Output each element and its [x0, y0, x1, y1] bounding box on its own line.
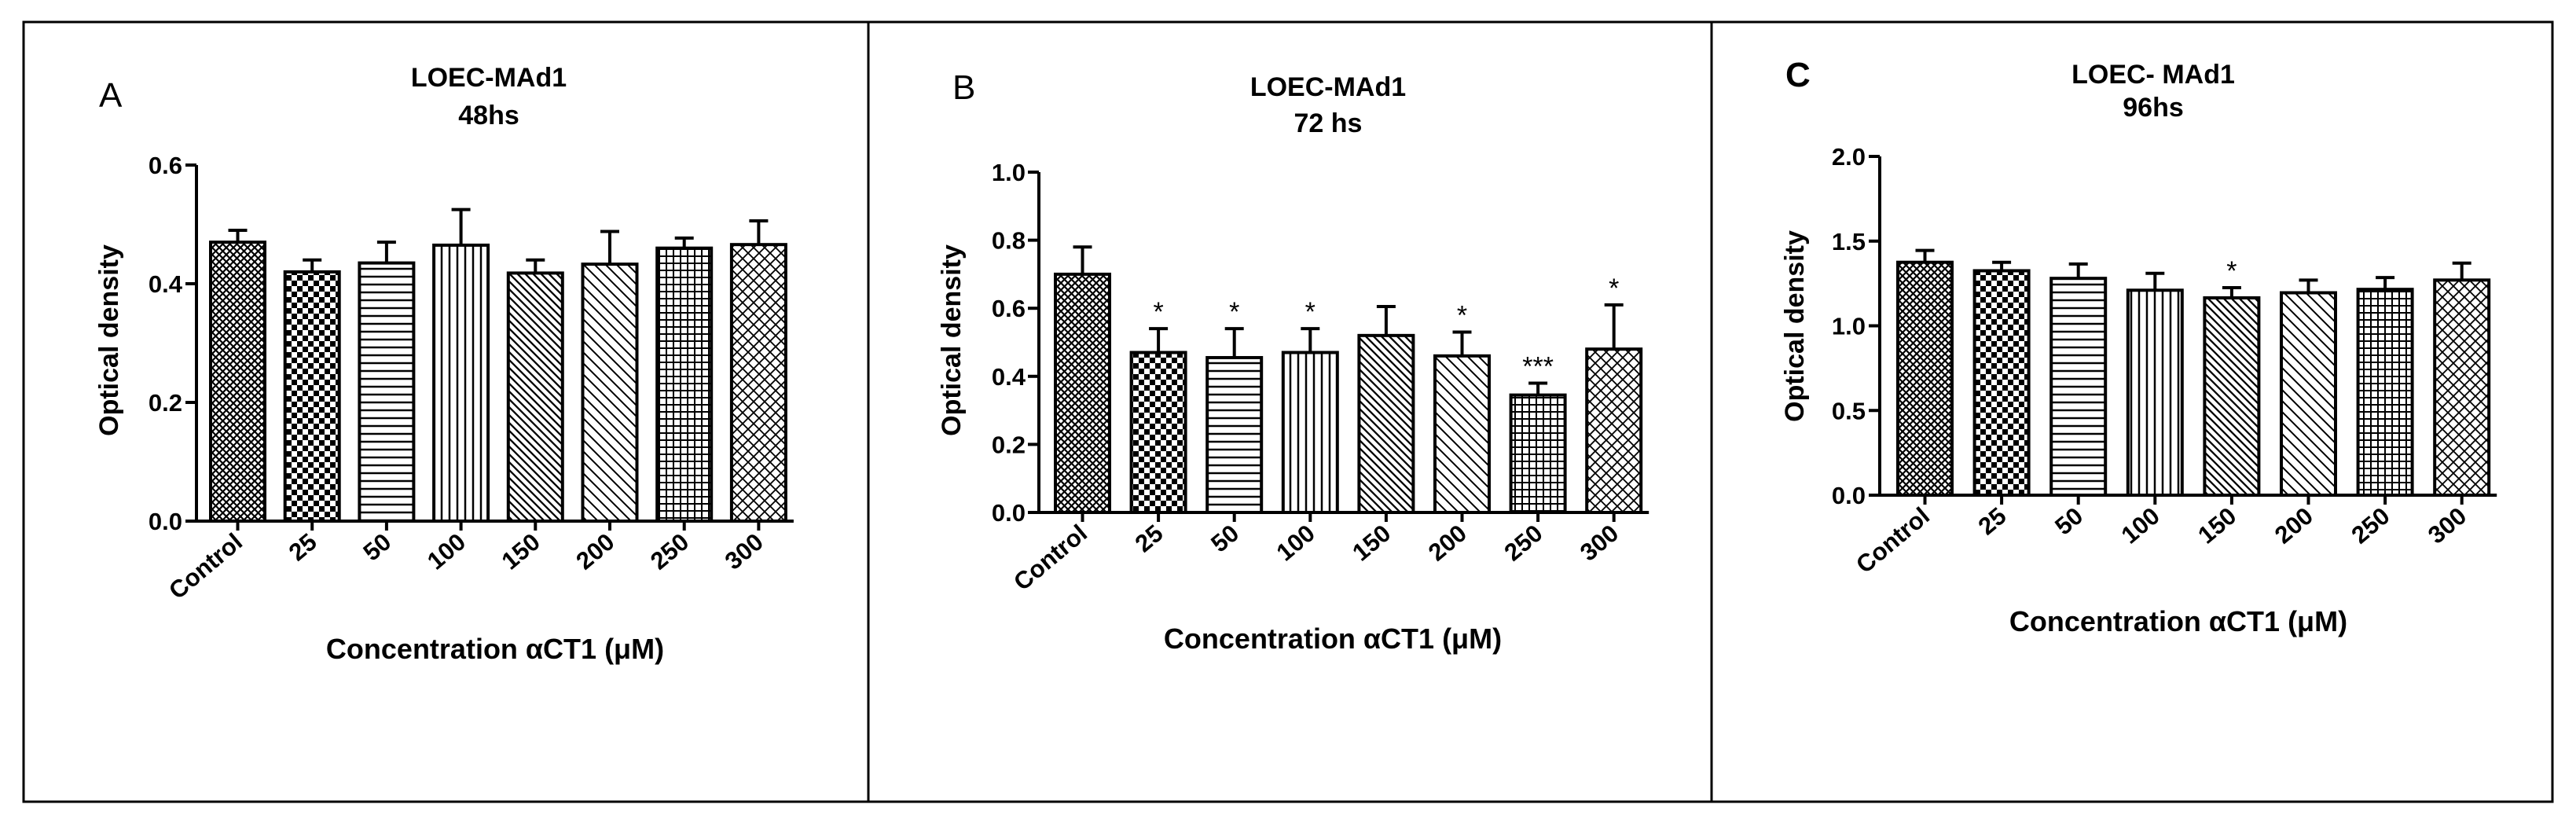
- panel-a-bar-5: [581, 263, 639, 523]
- panel-b-bar-0: [1054, 272, 1111, 514]
- panel-a-subtitle: 48hs: [458, 101, 519, 130]
- panel-c-bar-7: [2433, 278, 2491, 497]
- panel-b: B LOEC-MAd1 72 hs Optical density Concen…: [867, 20, 1713, 803]
- panel-b-bar-6: [1509, 393, 1567, 514]
- panel-c-x-tick-label-3: 100: [2116, 502, 2165, 549]
- panel-a-y-tick-label-2: 0.4: [149, 270, 183, 298]
- panel-b-x-tick-label-5: 200: [1423, 520, 1472, 567]
- panel-c-bar-5: [2280, 291, 2337, 497]
- panel-b-y-tick-label-5: 1.0: [992, 159, 1026, 186]
- panel-a-label: A: [99, 76, 123, 115]
- panel-b-title: LOEC-MAd1: [1250, 72, 1406, 102]
- panel-c-bar-2: [2049, 277, 2108, 497]
- panel-c-bar-1: [1972, 269, 2031, 497]
- panel-b-x-axis-label: Concentration αCT1 (μM): [1164, 622, 1502, 655]
- panel-a-title: LOEC-MAd1: [411, 63, 567, 93]
- panel-b-x-tick-label-2: 50: [1205, 520, 1244, 558]
- panel-a-x-axis-label: Concentration αCT1 (μM): [326, 633, 664, 665]
- panel-b-bar-3: [1281, 351, 1339, 514]
- panel-a-bar-3: [432, 243, 490, 523]
- panel-a-x-tick-label-4: 150: [497, 528, 545, 575]
- panel-b-y-axis-label: Optical density: [937, 244, 967, 436]
- panel-b-x-tick-label-4: 150: [1347, 520, 1396, 567]
- panel-a-bar-2: [358, 261, 416, 523]
- panel-a-y-tick-label-3: 0.6: [149, 152, 182, 179]
- panel-b-bar-2: [1205, 355, 1264, 514]
- panel-a-x-tick-label-5: 200: [571, 528, 619, 575]
- panel-a-x-tick-label-0: Control: [163, 528, 248, 605]
- panel-c-y-tick-label-2: 1.0: [1832, 313, 1866, 340]
- panel-b-significance-5: *: [1457, 301, 1467, 331]
- panel-b-x-tick-label-1: 25: [1130, 520, 1169, 558]
- panel-b-y-tick-label-1: 0.2: [992, 431, 1026, 458]
- panel-b-significance-6: ***: [1522, 351, 1554, 381]
- panel-c-bar-3: [2126, 288, 2184, 497]
- panel-a-plot: 0.0 0.2 0.4 0.6 Control 25 50 100 150 200 250 300: [149, 152, 794, 604]
- panel-a-bar-1: [283, 270, 341, 523]
- panel-b-y-tick-label-2: 0.4: [992, 363, 1026, 391]
- panel-c-y-tick-label-0: 0.0: [1832, 482, 1866, 509]
- panel-c-x-tick-label-0: Control: [1851, 502, 1935, 579]
- panel-b-bar-4: [1357, 333, 1415, 514]
- panel-b-x-tick-label-7: 300: [1575, 520, 1624, 567]
- panel-a-x-tick-label-3: 100: [422, 528, 471, 575]
- panel-a-bar-4: [506, 271, 564, 523]
- panel-a-y-axis-label: Optical density: [94, 244, 124, 436]
- panel-b-significance-2: *: [1229, 297, 1239, 327]
- panel-a-bar-0: [209, 241, 266, 523]
- panel-c-y-tick-label-4: 2.0: [1832, 143, 1866, 171]
- panel-c-bar-4: [2203, 296, 2261, 497]
- panel-c-significance-4: *: [2226, 256, 2237, 286]
- panel-b-bar-7: [1585, 347, 1643, 514]
- panel-c-x-tick-label-5: 200: [2270, 502, 2318, 549]
- panel-b-y-tick-label-4: 0.8: [992, 227, 1026, 255]
- panel-a-x-tick-label-6: 250: [645, 528, 694, 575]
- panel-c-title: LOEC- MAd1: [2071, 60, 2235, 90]
- panel-b-y-tick-label-3: 0.6: [992, 295, 1026, 322]
- panel-c-label: C: [1785, 56, 1811, 94]
- panel-b-significance-1: *: [1153, 297, 1163, 327]
- panel-b-x-tick-label-0: Control: [1008, 520, 1092, 597]
- panel-c-y-tick-label-1: 0.5: [1832, 397, 1866, 424]
- panel-b-significance-7: *: [1609, 274, 1619, 303]
- panel-a-x-tick-label-2: 50: [358, 528, 396, 567]
- panel-c-border: [1710, 20, 2554, 803]
- panel-a-bar-7: [729, 243, 787, 523]
- panel-c-x-tick-label-7: 300: [2423, 502, 2471, 549]
- panel-c-x-tick-label-2: 50: [2049, 502, 2088, 541]
- panel-c-x-tick-label-1: 25: [1973, 502, 2012, 541]
- panel-a-y-tick-label-1: 0.2: [149, 389, 182, 417]
- panel-c-x-tick-label-4: 150: [2193, 502, 2241, 549]
- panel-a-x-tick-label-7: 300: [720, 528, 769, 575]
- panel-b-y-tick-label-0: 0.0: [992, 499, 1026, 527]
- panel-c-x-axis-label: Concentration αCT1 (μM): [2009, 605, 2347, 637]
- panel-b-x-tick-label-6: 250: [1499, 520, 1547, 567]
- panel-b-bar-5: [1433, 354, 1491, 514]
- panel-b-x-tick-label-3: 100: [1271, 520, 1320, 567]
- panel-c-y-tick-label-3: 1.5: [1832, 228, 1866, 255]
- panel-b-label: B: [952, 68, 975, 107]
- panel-c-plot: * 0.0 0.5 1.0 1.5 2.0 Control 25 50 100 150 200 250 3…: [1832, 143, 2497, 578]
- panel-c-bar-6: [2356, 288, 2414, 497]
- panel-a-bar-6: [655, 246, 714, 523]
- panel-c-y-axis-label: Optical density: [1780, 230, 1810, 422]
- panel-a: A LOEC-MAd1 48hs Optical density Concent…: [22, 20, 870, 803]
- panel-c: C LOEC- MAd1 96hs Optical density Concen…: [1710, 20, 2554, 803]
- panel-c-x-tick-label-6: 250: [2346, 502, 2394, 549]
- panel-b-significance-3: *: [1305, 297, 1316, 327]
- panel-a-y-tick-label-0: 0.0: [149, 508, 182, 535]
- panel-b-bar-1: [1129, 351, 1187, 514]
- panel-b-subtitle: 72 hs: [1294, 108, 1363, 138]
- panel-c-bar-0: [1896, 260, 1954, 497]
- panel-c-subtitle: 96hs: [2123, 93, 2184, 123]
- panel-a-x-tick-label-1: 25: [284, 528, 322, 567]
